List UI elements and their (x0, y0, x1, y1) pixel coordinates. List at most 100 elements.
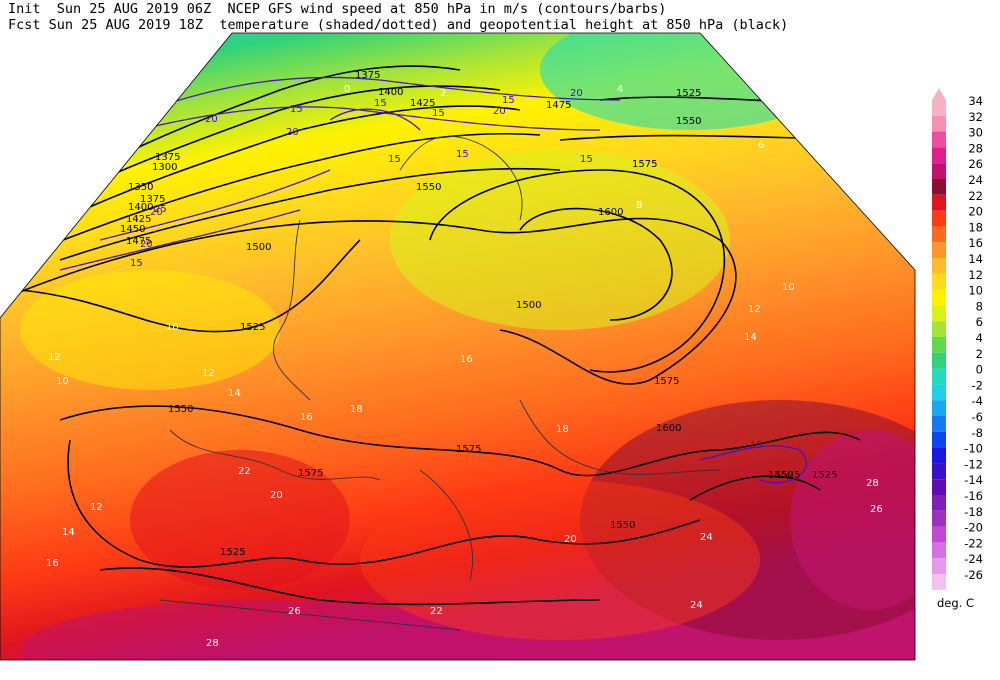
header-init-line: Init Sun 25 AUG 2019 06Z NCEP GFS wind s… (8, 1, 667, 17)
temperature-label: 8 (636, 200, 642, 211)
hot-region-turkey (790, 430, 915, 610)
colorbar-label: -6 (972, 410, 983, 424)
colorbar-swatch (932, 258, 946, 274)
colorbar-swatch (932, 147, 946, 164)
height-label: 1575 (632, 159, 657, 170)
height-label: 1575 (298, 468, 323, 479)
cool-region-atlantic (20, 270, 280, 390)
height-label: 1500 (246, 242, 271, 253)
temperature-label: 6 (758, 140, 764, 151)
warm-region-med (360, 480, 760, 640)
height-label: 1375 (155, 152, 180, 163)
temperature-label: 28 (206, 638, 219, 649)
temperature-label: 10 (782, 282, 795, 293)
colorbar-swatch (932, 495, 946, 511)
wind-label: 15 (502, 95, 515, 106)
colorbar-swatch (932, 510, 946, 527)
height-label: 1550 (768, 470, 793, 481)
colorbar-label: 0 (976, 363, 983, 377)
colorbar-label: 22 (968, 189, 983, 203)
wind-label: 15 (374, 98, 387, 109)
temperature-label: 14 (62, 527, 75, 538)
colorbar-swatch (932, 273, 946, 290)
height-label: 1400 (128, 202, 153, 213)
wind-label: 20 (570, 88, 583, 99)
temperature-label: 24 (700, 532, 713, 543)
height-label: 1525 (676, 88, 701, 99)
colorbar-swatch (932, 352, 946, 369)
height-label: 1475 (126, 236, 151, 247)
colorbar-swatch (932, 226, 946, 243)
height-label: 1550 (168, 404, 193, 415)
wind-label: 20 (205, 114, 218, 125)
colorbar-label: 14 (968, 252, 983, 266)
map-domain (0, 33, 915, 660)
temperature-label: 16 (46, 558, 59, 569)
height-label: 1425 (126, 214, 151, 225)
colorbar-label: -24 (964, 552, 983, 566)
colorbar-swatch (932, 321, 946, 337)
colorbar-swatch (932, 574, 946, 590)
colorbar-label: -18 (964, 505, 983, 519)
height-label: 1600 (598, 207, 623, 218)
height-label: 1400 (378, 87, 403, 98)
colorbar-label: 8 (976, 299, 983, 313)
colorbar-label: 32 (968, 110, 983, 124)
temperature-label: 20 (564, 534, 577, 545)
temperature-label: 16 (300, 412, 313, 423)
colorbar-swatch (932, 100, 946, 116)
temperature-label: 0 (344, 84, 350, 95)
height-label: 1525 (775, 470, 800, 481)
temperature-label: 28 (866, 478, 879, 489)
wind-label: 20 (150, 207, 163, 218)
colorbar-label: 12 (968, 268, 983, 282)
temperature-label: 26 (870, 504, 883, 515)
colorbar-label: -4 (972, 394, 983, 408)
colorbar-swatch (932, 289, 946, 306)
colorbar-label: -14 (964, 473, 983, 487)
warm-region-iberia (130, 450, 350, 590)
colorbar-swatch (932, 558, 946, 574)
height-label: 1375 (355, 70, 380, 81)
colorbar-label: -12 (964, 457, 983, 471)
colorbar-swatch (932, 447, 946, 464)
colorbar-swatch (932, 210, 946, 227)
colorbar-label: -20 (964, 521, 983, 535)
temperature-label: 24 (690, 600, 703, 611)
wind-label: 15 (388, 154, 401, 165)
colorbar-label: 6 (976, 315, 983, 329)
height-label: 1525 (220, 547, 245, 558)
wind-label: 15 (130, 258, 143, 269)
temperature-label: 26 (288, 606, 301, 617)
colorbar-swatch (932, 194, 946, 211)
colorbar-label: -16 (964, 489, 983, 503)
cool-region-baltic (390, 150, 730, 330)
colorbar-unit: deg. C (937, 596, 974, 610)
colorbar-label: 2 (976, 347, 983, 361)
colorbar-swatch (932, 163, 946, 179)
colorbar-swatch (932, 337, 946, 353)
wind-contours (59, 76, 808, 484)
height-label: 1550 (610, 520, 635, 531)
height-label: 1550 (676, 116, 701, 127)
hot-region-africa (20, 600, 500, 660)
colorbar-label: 16 (968, 236, 983, 250)
height-label: 1500 (516, 300, 541, 311)
colorbar-swatch (932, 479, 946, 495)
coastlines (159, 135, 721, 631)
temperature-label: 20 (270, 490, 283, 501)
colorbar-label: -8 (972, 426, 983, 440)
wind-label: 15 (456, 149, 469, 160)
height-label: 1525 (240, 322, 265, 333)
map-border (0, 32, 916, 661)
temperature-label: 16 (460, 354, 473, 365)
wind-label: 15 (432, 108, 445, 119)
temperature-label: 12 (748, 304, 761, 315)
temperature-label: 18 (350, 404, 363, 415)
wind-label: 20 (286, 127, 299, 138)
colorbar-swatch (932, 416, 946, 432)
colorbar-swatch (932, 526, 946, 543)
